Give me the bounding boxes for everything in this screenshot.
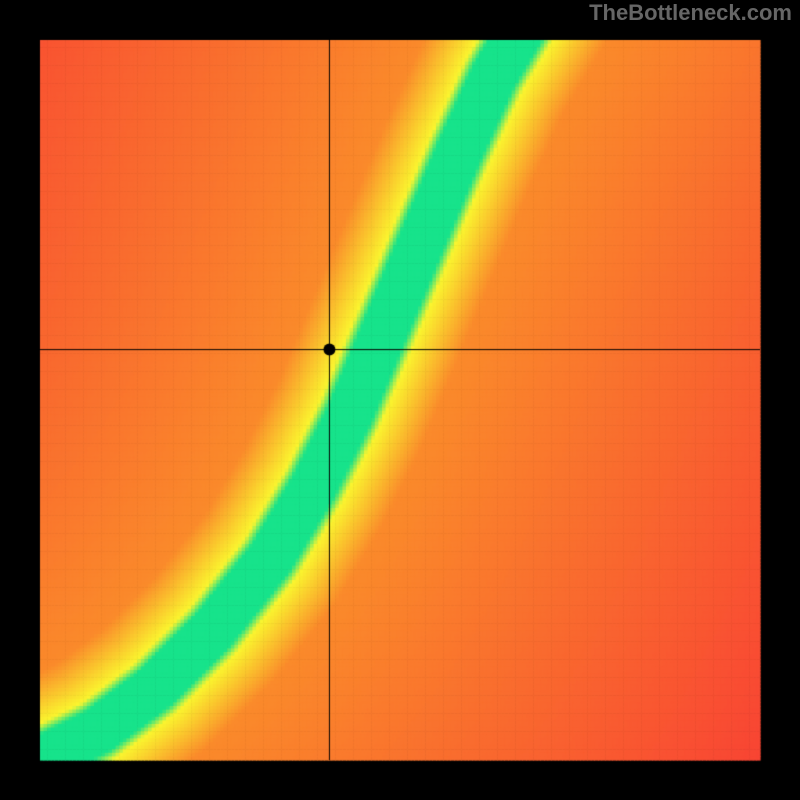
watermark-text: TheBottleneck.com [589,0,792,26]
heatmap-canvas [0,0,800,800]
bottleneck-heatmap: TheBottleneck.com [0,0,800,800]
